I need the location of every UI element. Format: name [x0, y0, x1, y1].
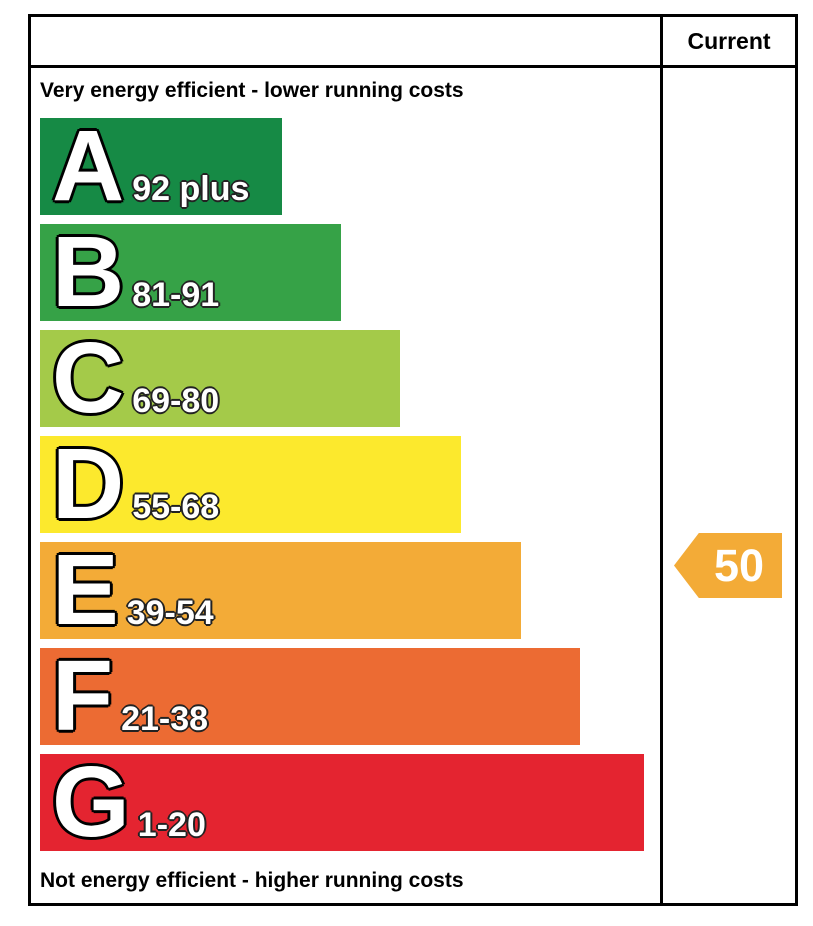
band-f-letter: F — [52, 640, 113, 752]
top-efficiency-label: Very energy efficient - lower running co… — [40, 79, 464, 102]
current-rating-value: 50 — [713, 539, 765, 591]
band-g-letter: G — [52, 746, 130, 858]
band-e: E 39-54 — [40, 534, 521, 646]
band-b: B 81-91 — [40, 216, 341, 328]
band-d-letter: D — [52, 428, 124, 540]
band-d: D 55-68 — [40, 428, 461, 540]
bottom-efficiency-label: Not energy efficient - higher running co… — [40, 869, 464, 892]
band-g-range: 1-20 — [137, 806, 206, 844]
header-spacer-cell — [31, 17, 660, 65]
chart-header-row: Current — [31, 17, 795, 68]
band-c: C 69-80 — [40, 322, 400, 434]
band-g: G 1-20 — [40, 746, 644, 858]
band-c-letter: C — [52, 322, 124, 434]
band-b-letter: B — [52, 216, 124, 328]
band-e-range: 39-54 — [126, 594, 214, 632]
current-rating-column: 50 — [660, 68, 795, 903]
band-c-range: 69-80 — [132, 382, 220, 420]
epc-rating-chart: Current Very energy efficient - lower ru… — [28, 14, 798, 906]
rating-bands: A 92 plus B 81-91 C 69-80 D 55-68 E 39 — [40, 110, 660, 858]
current-column-header: Current — [660, 17, 795, 65]
chart-body-row: Very energy efficient - lower running co… — [31, 68, 795, 903]
band-f-range: 21-38 — [121, 700, 209, 738]
band-a-range: 92 plus — [132, 170, 250, 208]
band-d-range: 55-68 — [132, 488, 220, 526]
current-rating-arrow: 50 — [674, 533, 782, 598]
band-b-range: 81-91 — [132, 276, 220, 314]
band-a: A 92 plus — [40, 110, 282, 222]
band-f: F 21-38 — [40, 640, 580, 752]
bands-area: Very energy efficient - lower running co… — [31, 68, 660, 903]
current-column-label: Current — [687, 27, 771, 54]
band-a-letter: A — [52, 110, 124, 222]
band-e-letter: E — [52, 534, 119, 646]
